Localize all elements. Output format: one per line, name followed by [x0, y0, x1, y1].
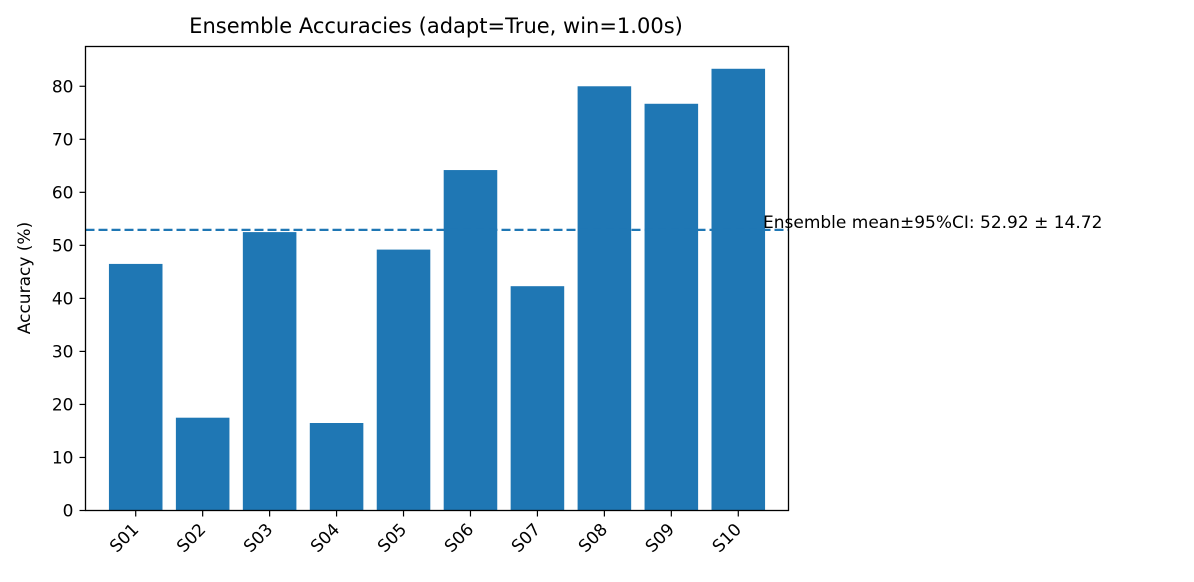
y-axis: 0 10 20 30 40 50 60 70 80 — [52, 77, 86, 522]
bar-s04 — [309, 423, 364, 511]
y-tick-label-50: 50 — [52, 236, 74, 256]
bar-s09 — [644, 103, 699, 511]
x-tick-label-s05: S05 — [374, 520, 411, 557]
y-tick-label-10: 10 — [52, 448, 74, 468]
bar-s08 — [577, 86, 632, 511]
chart-title: Ensemble Accuracies (adapt=True, win=1.0… — [189, 14, 683, 38]
bar-s06 — [443, 170, 498, 511]
x-tick-label-s06: S06 — [441, 520, 478, 557]
y-tick-label-40: 40 — [52, 289, 74, 309]
mean-annotation: Ensemble mean±95%CI: 52.92 ± 14.72 — [763, 213, 1102, 233]
y-tick-label-20: 20 — [52, 395, 74, 415]
y-tick-label-70: 70 — [52, 130, 74, 150]
x-tick-label-s07: S07 — [508, 520, 545, 557]
x-tick-label-s04: S04 — [307, 520, 344, 557]
x-tick-label-s09: S09 — [642, 520, 679, 557]
x-tick-label-s01: S01 — [106, 520, 143, 557]
bar-s05 — [376, 249, 431, 511]
plot-frame — [84, 45, 790, 512]
y-axis-label: Accuracy (%) — [15, 222, 35, 334]
x-tick-label-s02: S02 — [173, 520, 210, 557]
x-tick-label-s10: S10 — [709, 520, 746, 557]
bar-s03 — [242, 232, 297, 511]
y-tick-label-0: 0 — [63, 502, 74, 522]
bar-s01 — [108, 263, 163, 511]
bars-group — [108, 68, 766, 511]
bar-s02 — [175, 417, 230, 511]
bar-s07 — [510, 286, 565, 511]
x-tick-label-s08: S08 — [575, 520, 612, 557]
y-tick-label-60: 60 — [52, 183, 74, 203]
mean-line-group: Ensemble mean±95%CI: 52.92 ± 14.72 — [85, 213, 1102, 233]
bar-s10 — [711, 68, 766, 511]
x-tick-label-s03: S03 — [240, 520, 277, 557]
x-axis: S01 S02 S03 S04 S05 S06 S07 S08 S09 S10 — [106, 510, 746, 557]
y-tick-label-30: 30 — [52, 342, 74, 362]
y-tick-label-80: 80 — [52, 77, 74, 97]
